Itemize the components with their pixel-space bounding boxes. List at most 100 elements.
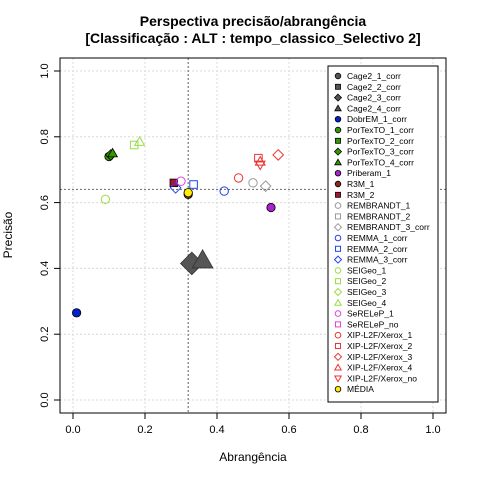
legend-label-10: R3M_1 [347, 179, 375, 189]
legend-marker-20 [333, 287, 343, 297]
legend-marker-28 [333, 375, 343, 383]
legend-marker-10 [334, 180, 342, 188]
legend-label-13: REMBRANDT_2 [347, 211, 411, 221]
data-point-12 [248, 178, 258, 188]
legend-marker-13 [334, 213, 342, 220]
legend-marker-23 [334, 321, 342, 328]
legend-marker-24 [334, 331, 342, 339]
legend-marker-29 [334, 386, 342, 393]
legend-label-20: SEIGeo_3 [347, 287, 386, 297]
legend-label-29: MÉDIA [347, 384, 374, 394]
data-point-21 [133, 135, 146, 146]
legend-label-26: XIP-L2F/Xerox_3 [347, 352, 412, 362]
legend-marker-7 [333, 147, 343, 156]
legend-marker-1 [335, 83, 341, 90]
legend-marker-17 [333, 255, 343, 264]
legend-box [327, 65, 439, 403]
legend-label-7: PorTexTO_3_corr [347, 147, 414, 157]
data-point-11 [169, 178, 178, 188]
legend-marker-3 [334, 104, 342, 112]
x-tick-label-3: 0.6 [281, 424, 296, 436]
legend-label-9: Priberam_1 [347, 168, 391, 178]
legend-marker-25 [334, 342, 342, 350]
y-tick-label-1: 0.2 [39, 327, 51, 342]
plot-frame [59, 57, 447, 414]
data-point-18 [100, 194, 111, 205]
y-tick-label-5: 1.0 [39, 63, 51, 78]
legend-label-2: Cage2_3_corr [347, 93, 401, 103]
y-axis: 0.0 0.2 0.4 0.6 0.8 1.0 [39, 63, 60, 408]
legend-label-19: SEIGeo_2 [347, 276, 386, 286]
x-axis-label: Abrangência [219, 450, 287, 464]
x-tick-label-5: 1.0 [425, 424, 440, 436]
y-tick-label-0: 0.0 [39, 392, 51, 407]
legend-marker-16 [334, 245, 342, 252]
data-point-3 [191, 249, 214, 269]
legend-label-25: XIP-L2F/Xerox_2 [347, 341, 412, 351]
legend-label-24: XIP-L2F/Xerox_1 [347, 330, 412, 340]
legend-label-27: XIP-L2F/Xerox_4 [347, 363, 412, 373]
legend-marker-26 [333, 352, 343, 362]
legend-label-0: Cage2_1_corr [347, 71, 401, 81]
legend-marker-27 [333, 363, 343, 371]
legend-marker-4 [334, 115, 342, 123]
legend-label-22: SeRELeP_1 [347, 309, 394, 319]
legend-label-15: REMMA_1_corr [347, 233, 408, 243]
y-tick-label-4: 0.8 [39, 129, 51, 144]
legend-label-17: REMMA_3_corr [347, 255, 408, 265]
legend-label-1: Cage2_2_corr [347, 82, 401, 92]
legend-label-4: DobrEM_1_corr [347, 114, 407, 124]
data-point-26 [272, 148, 285, 161]
legend-marker-0 [334, 72, 342, 80]
data-point-9 [266, 202, 276, 213]
legend-label-16: REMMA_2_corr [347, 244, 408, 254]
legend: Cage2_1_corrCage2_2_corrCage2_3_corrCage… [327, 65, 439, 403]
x-tick-label-4: 0.8 [353, 424, 368, 436]
x-tick-label-1: 0.2 [137, 424, 152, 436]
legend-marker-12 [334, 202, 342, 209]
data-point-22 [176, 176, 186, 186]
x-tick-label-0: 0.0 [65, 424, 80, 436]
legend-label-6: PorTexTO_2_corr [347, 136, 414, 146]
legend-marker-14 [333, 222, 343, 232]
legend-label-3: Cage2_4_corr [347, 103, 401, 113]
y-axis-label: Precisão [1, 211, 15, 258]
legend-marker-9 [334, 169, 342, 177]
legend-label-23: SeRELeP_no [347, 319, 399, 329]
data-point-24 [233, 173, 244, 183]
data-point-29 [183, 188, 193, 198]
legend-label-8: PorTexTO_4_corr [347, 157, 414, 167]
legend-marker-19 [334, 278, 342, 285]
legend-marker-6 [335, 137, 341, 144]
x-axis: 0.0 0.2 0.4 0.6 0.8 1.0 [65, 413, 441, 436]
y-tick-label-2: 0.4 [39, 261, 51, 276]
legend-label-11: R3M_2 [347, 190, 375, 200]
legend-marker-2 [333, 93, 343, 102]
chart-subtitle: [Classificação : ALT : tempo_classico_Se… [85, 30, 420, 46]
chart-title: Perspectiva precisão/abrangência [140, 13, 367, 29]
x-tick-label-2: 0.4 [209, 424, 224, 436]
legend-label-12: REMBRANDT_1 [347, 201, 411, 211]
legend-label-21: SEIGeo_4 [347, 298, 386, 308]
legend-label-18: SEIGeo_1 [347, 265, 386, 275]
legend-marker-15 [334, 234, 342, 242]
legend-label-14: REMBRANDT_3_corr [347, 222, 430, 232]
legend-marker-8 [334, 158, 342, 166]
legend-label-5: PorTexTO_1_corr [347, 125, 414, 135]
legend-label-28: XIP-L2F/Xerox_no [347, 373, 417, 383]
y-tick-label-3: 0.6 [39, 195, 51, 210]
data-point-25 [254, 153, 263, 163]
data-point-8 [107, 147, 119, 158]
legend-marker-5 [334, 126, 342, 134]
data-point-4 [72, 308, 82, 318]
legend-marker-18 [334, 267, 342, 274]
legend-marker-21 [333, 298, 343, 306]
data-points [72, 135, 285, 318]
legend-marker-22 [334, 310, 342, 317]
legend-marker-11 [335, 191, 341, 198]
data-point-28 [254, 160, 266, 171]
data-point-14 [259, 180, 272, 193]
data-point-16 [189, 180, 198, 189]
data-point-17 [169, 181, 182, 194]
